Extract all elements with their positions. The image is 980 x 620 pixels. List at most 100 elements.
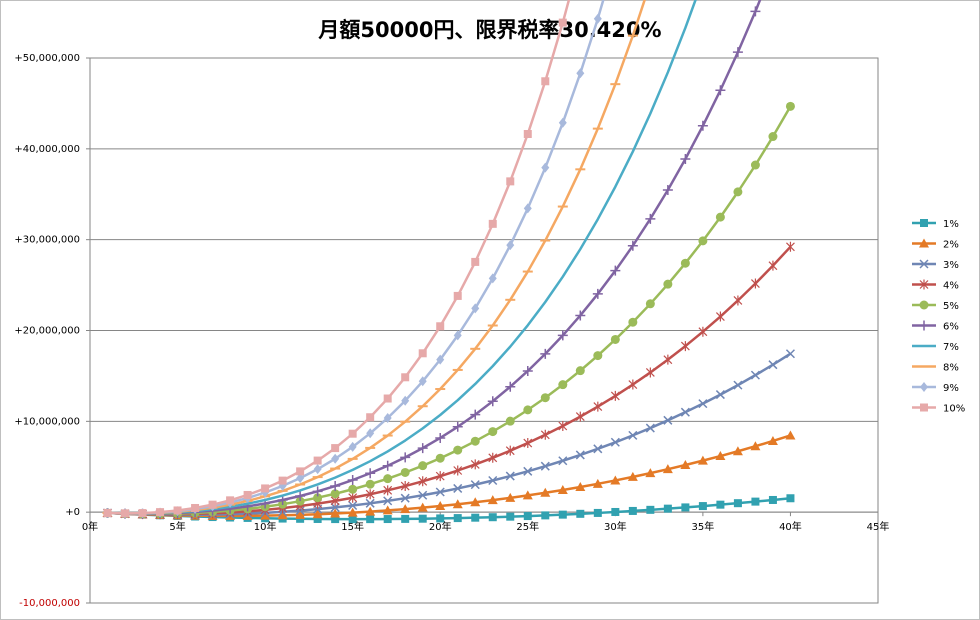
x-tick-label: 40年: [779, 520, 802, 533]
data-point: [610, 437, 620, 447]
data-point: [663, 415, 673, 425]
data-point: [505, 416, 515, 426]
x-tick-label: 35年: [692, 520, 715, 533]
data-point: [418, 514, 427, 523]
data-point: [751, 497, 760, 506]
data-point: [645, 367, 655, 378]
data-point: [383, 394, 392, 403]
data-point: [786, 241, 795, 252]
data-point: [697, 120, 708, 131]
x-tick-label: 15年: [341, 520, 364, 533]
data-point: [750, 6, 761, 17]
data-point: [680, 341, 690, 352]
data-point: [523, 405, 533, 415]
legend-marker: [919, 300, 929, 310]
legend-marker: [919, 238, 929, 248]
data-point: [680, 407, 690, 417]
data-point: [436, 322, 445, 331]
data-point: [330, 502, 340, 512]
legend-label: 5%: [943, 301, 959, 312]
data-point: [400, 493, 410, 503]
data-point: [575, 411, 585, 422]
series-line: [107, 105, 792, 516]
data-point: [347, 475, 358, 486]
data-point: [330, 508, 341, 518]
data-point: [557, 330, 568, 341]
data-point: [435, 501, 446, 511]
data-point: [383, 485, 393, 496]
series-line: [107, 0, 762, 516]
data-point: [575, 366, 585, 376]
data-point: [505, 471, 515, 481]
data-point: [401, 514, 410, 523]
data-point: [383, 496, 393, 506]
legend-entry: 10%: [912, 403, 965, 415]
data-point: [785, 101, 795, 111]
data-point: [610, 334, 620, 344]
data-point: [663, 354, 673, 365]
data-point: [645, 423, 655, 433]
data-point: [295, 490, 306, 501]
data-point: [627, 240, 638, 251]
series-line: [107, 0, 697, 515]
chart-title: 月額50000円、限界税率30.420%: [318, 18, 662, 42]
data-point: [365, 479, 375, 489]
data-point: [418, 349, 427, 358]
data-point: [558, 456, 568, 466]
data-point: [680, 460, 691, 470]
legend-entry: 9%: [912, 382, 959, 394]
data-point: [541, 162, 550, 173]
y-tick-label: +50,000,000: [14, 53, 80, 64]
data-point: [348, 515, 357, 524]
data-point: [505, 445, 515, 456]
data-point: [383, 515, 392, 524]
data-point: [505, 492, 516, 502]
data-point: [348, 429, 357, 438]
data-point: [488, 475, 498, 486]
data-point: [331, 515, 340, 524]
data-point: [593, 13, 602, 24]
data-point: [260, 510, 271, 520]
data-point: [453, 514, 462, 523]
data-point: [470, 497, 481, 507]
data-point: [680, 154, 691, 165]
x-tick-label: 30年: [604, 520, 627, 533]
data-point: [786, 494, 795, 503]
legend-marker: [920, 403, 928, 412]
data-point: [488, 452, 498, 463]
data-point: [156, 508, 165, 517]
legend-marker: [920, 382, 928, 392]
y-tick-label: +30,000,000: [14, 235, 80, 246]
data-point: [121, 509, 130, 518]
data-point: [400, 481, 410, 492]
data-point: [331, 453, 340, 464]
data-point: [523, 129, 532, 138]
data-point: [662, 464, 673, 474]
data-point: [348, 492, 358, 503]
data-point: [593, 444, 603, 454]
data-point: [576, 68, 585, 79]
data-point: [365, 489, 375, 500]
data-point: [733, 295, 743, 306]
data-point: [313, 456, 322, 465]
data-point: [698, 502, 707, 511]
legend-marker: [919, 320, 929, 331]
data-point: [557, 484, 568, 494]
series-3pct: [102, 349, 795, 520]
data-point: [488, 427, 498, 437]
data-point: [750, 370, 760, 380]
data-point: [418, 461, 428, 471]
data-point: [541, 511, 550, 520]
data-point: [663, 504, 672, 513]
data-point: [541, 77, 550, 86]
data-point: [750, 441, 761, 451]
data-point: [488, 513, 497, 522]
data-point: [750, 160, 760, 170]
data-point: [312, 486, 323, 497]
legend-marker: [919, 259, 929, 269]
series-10pct: [103, 0, 571, 518]
data-point: [401, 373, 410, 382]
data-point: [103, 509, 112, 518]
data-point: [523, 438, 533, 449]
data-point: [732, 446, 743, 456]
